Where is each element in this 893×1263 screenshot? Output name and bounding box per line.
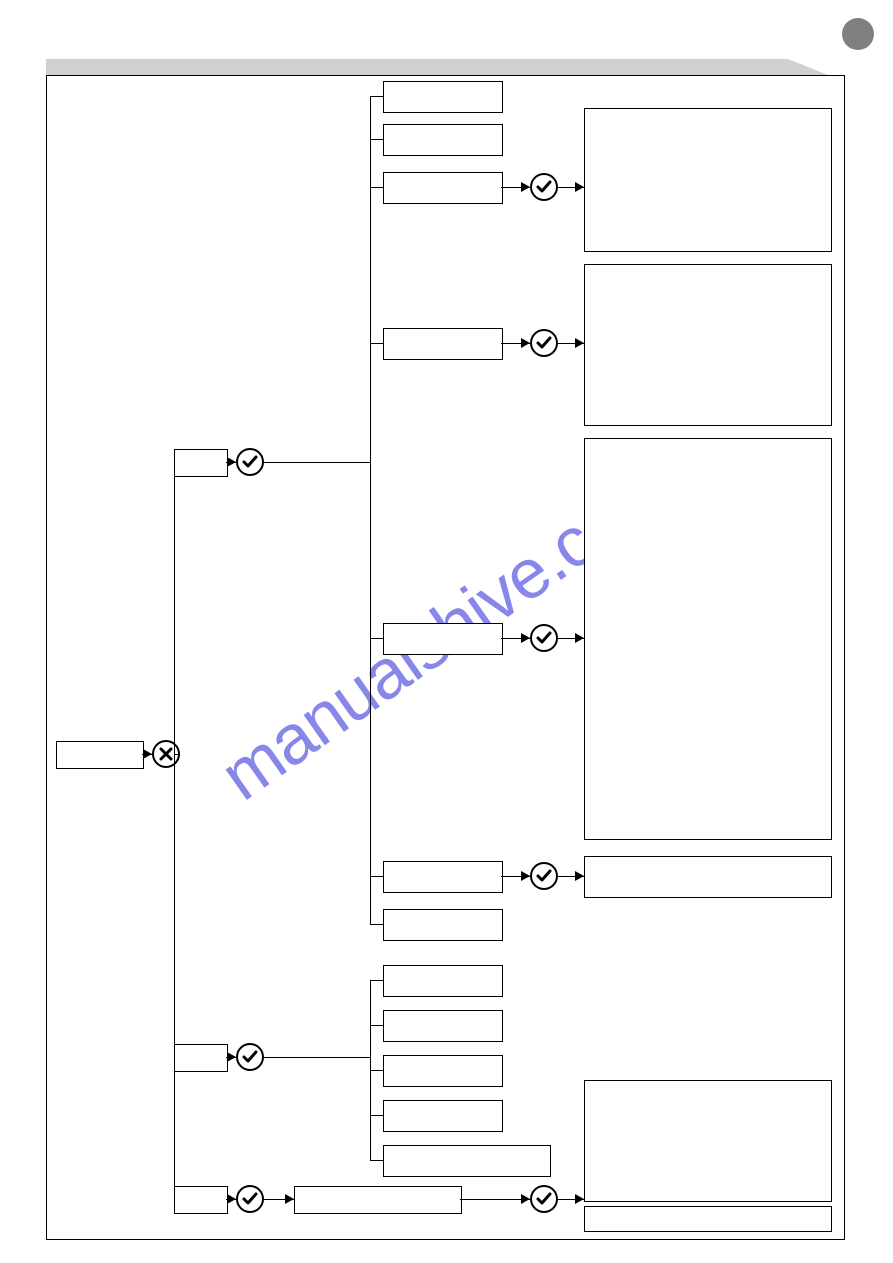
flow-node-c4 xyxy=(383,328,503,360)
flow-node-c7 xyxy=(383,909,503,941)
arrow-right-icon xyxy=(227,1194,236,1204)
connector-line xyxy=(264,462,370,463)
connector-line xyxy=(264,1057,370,1058)
flowchart-diagram xyxy=(0,0,893,1263)
flow-node-c2 xyxy=(383,124,503,156)
flow-node-root xyxy=(56,741,144,769)
flow-node-d3 xyxy=(584,438,832,840)
arrow-right-icon xyxy=(575,338,584,348)
connector-line xyxy=(370,980,383,981)
flow-node-c12 xyxy=(383,1145,551,1177)
check-icon xyxy=(530,329,558,357)
connector-line xyxy=(370,139,383,140)
flow-node-c8 xyxy=(383,965,503,997)
flow-node-b1 xyxy=(174,449,228,477)
connector-line xyxy=(370,1160,383,1161)
connector-line xyxy=(370,96,371,924)
arrow-right-icon xyxy=(521,1194,530,1204)
flow-node-c11 xyxy=(383,1100,503,1132)
check-icon xyxy=(530,624,558,652)
arrow-right-icon xyxy=(521,871,530,881)
flow-node-c13 xyxy=(294,1186,462,1214)
connector-line xyxy=(370,187,383,188)
arrow-right-icon xyxy=(521,338,530,348)
connector-line xyxy=(370,96,383,97)
flow-node-b2 xyxy=(174,1044,228,1072)
flow-node-c5 xyxy=(383,623,503,655)
check-icon xyxy=(530,862,558,890)
flow-node-c1 xyxy=(383,81,503,113)
arrow-right-icon xyxy=(227,1052,236,1062)
connector-line xyxy=(370,1025,383,1026)
flow-node-d4 xyxy=(584,856,832,898)
flow-node-c6 xyxy=(383,861,503,893)
flow-node-b3 xyxy=(174,1186,228,1214)
arrow-right-icon xyxy=(521,182,530,192)
check-icon xyxy=(236,448,264,476)
arrow-right-icon xyxy=(575,633,584,643)
connector-line xyxy=(370,638,383,639)
check-icon xyxy=(236,1043,264,1071)
connector-line xyxy=(370,924,383,925)
flow-node-c3 xyxy=(383,172,503,204)
connector-line xyxy=(370,1070,383,1071)
connector-line xyxy=(370,1115,383,1116)
arrow-right-icon xyxy=(575,871,584,881)
flow-node-c10 xyxy=(383,1055,503,1087)
check-icon xyxy=(530,1185,558,1213)
connector-line xyxy=(460,1199,530,1200)
flow-node-c9 xyxy=(383,1010,503,1042)
arrow-right-icon xyxy=(575,182,584,192)
arrow-right-icon xyxy=(227,457,236,467)
flow-node-d5b xyxy=(584,1206,832,1232)
arrow-right-icon xyxy=(143,749,152,759)
connector-line xyxy=(370,343,383,344)
arrow-right-icon xyxy=(285,1194,294,1204)
flow-node-d5 xyxy=(584,1080,832,1202)
connector-line xyxy=(174,462,175,1199)
flow-node-d2 xyxy=(584,264,832,426)
check-icon xyxy=(530,173,558,201)
check-icon xyxy=(236,1185,264,1213)
arrow-right-icon xyxy=(575,1194,584,1204)
flow-node-d1 xyxy=(584,108,832,252)
connector-line xyxy=(370,876,383,877)
arrow-right-icon xyxy=(521,633,530,643)
